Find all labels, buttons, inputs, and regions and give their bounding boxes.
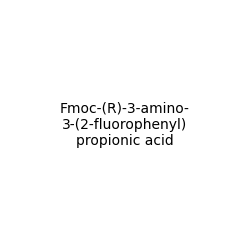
- Text: Fmoc-(R)-3-amino-
3-(2-fluorophenyl)
propionic acid: Fmoc-(R)-3-amino- 3-(2-fluorophenyl) pro…: [60, 102, 190, 148]
